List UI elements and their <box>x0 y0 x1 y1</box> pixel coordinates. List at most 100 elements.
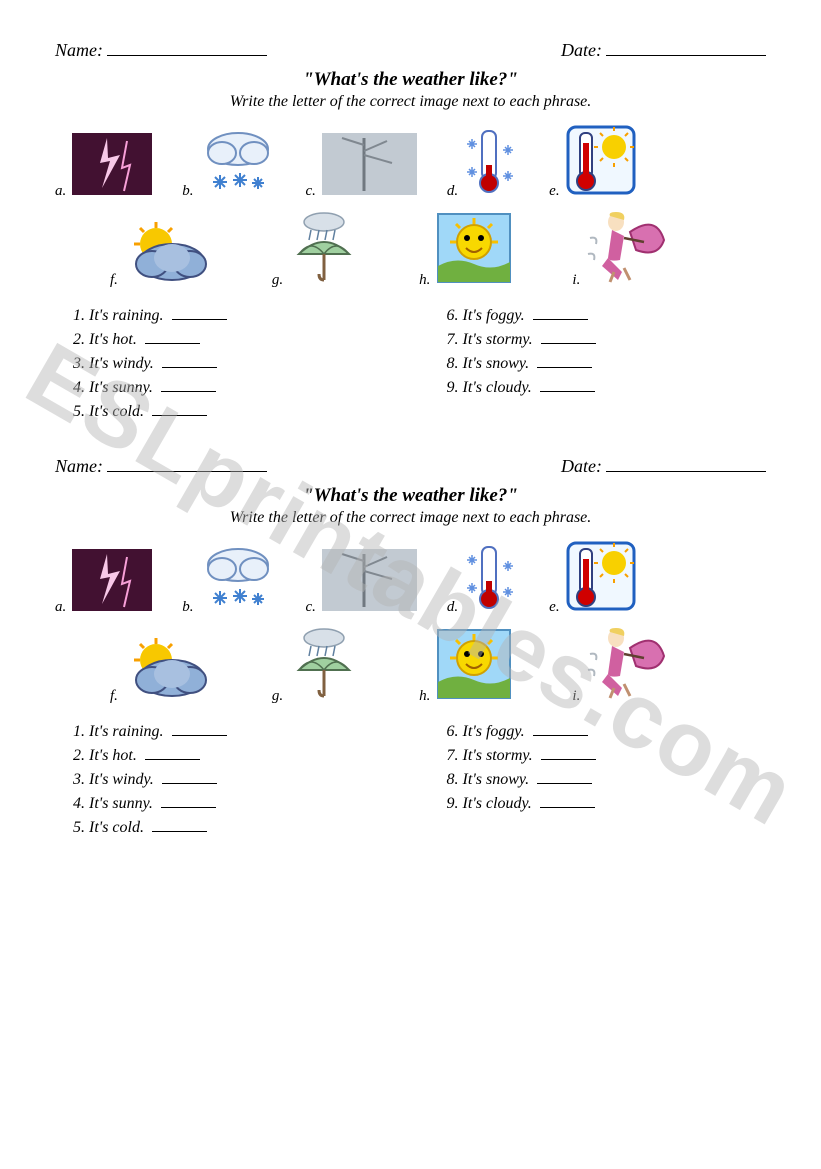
answer-blank[interactable] <box>172 735 227 736</box>
image-row-2: f. g. h. i. <box>55 626 766 705</box>
image-cell: a. <box>55 549 152 616</box>
name-blank[interactable] <box>107 471 267 472</box>
question-line: 4. It's sunny. <box>73 379 227 397</box>
questions: 1. It's raining. 2. It's hot. 3. It's wi… <box>55 307 766 421</box>
question-line: 8. It's snowy. <box>447 355 596 373</box>
image-cell: h. <box>419 212 512 289</box>
lightning-icon <box>72 549 152 611</box>
snow-icon <box>200 127 276 195</box>
image-cell: f. <box>110 634 212 705</box>
header-row: Name: Date: <box>55 456 766 477</box>
answer-blank[interactable] <box>145 759 200 760</box>
image-letter: a. <box>55 599 66 616</box>
image-cell: c. <box>306 549 417 616</box>
image-cell: i. <box>572 210 670 289</box>
image-letter: c. <box>306 599 316 616</box>
image-letter: e. <box>549 183 559 200</box>
question-line: 2. It's hot. <box>73 747 227 765</box>
image-cell: c. <box>306 133 417 200</box>
image-cell: h. <box>419 628 512 705</box>
question-line: 5. It's cold. <box>73 819 227 837</box>
name-field: Name: <box>55 40 267 61</box>
answer-blank[interactable] <box>537 783 592 784</box>
answer-blank[interactable] <box>162 367 217 368</box>
image-cell: d. <box>447 543 519 616</box>
image-row-1: a. b. c. d. e. <box>55 125 766 200</box>
name-blank[interactable] <box>107 55 267 56</box>
fog-icon <box>322 133 417 195</box>
hot-thermo-icon <box>566 541 636 611</box>
image-cell: e. <box>549 125 635 200</box>
question-line: 3. It's windy. <box>73 355 227 373</box>
image-letter: f. <box>110 272 118 289</box>
question-line: 8. It's snowy. <box>447 771 596 789</box>
date-blank[interactable] <box>606 471 766 472</box>
cloudy-icon <box>124 218 212 284</box>
snow-icon <box>200 543 276 611</box>
questions-left: 1. It's raining. 2. It's hot. 3. It's wi… <box>73 723 227 837</box>
rain-icon <box>289 628 359 700</box>
worksheet: Name: Date: "What's the weather like?" Wr… <box>55 40 766 421</box>
questions: 1. It's raining. 2. It's hot. 3. It's wi… <box>55 723 766 837</box>
image-letter: c. <box>306 183 316 200</box>
image-letter: d. <box>447 183 458 200</box>
question-line: 4. It's sunny. <box>73 795 227 813</box>
answer-blank[interactable] <box>541 343 596 344</box>
image-letter: b. <box>182 183 193 200</box>
image-letter: i. <box>572 272 580 289</box>
answer-blank[interactable] <box>152 415 207 416</box>
image-letter: g. <box>272 688 283 705</box>
cold-thermo-icon <box>464 543 519 611</box>
question-line: 6. It's foggy. <box>447 723 596 741</box>
answer-blank[interactable] <box>541 759 596 760</box>
answer-blank[interactable] <box>161 391 216 392</box>
image-cell: f. <box>110 218 212 289</box>
cloudy-icon <box>124 634 212 700</box>
worksheet: Name: Date: "What's the weather like?"Wr… <box>55 456 766 837</box>
question-line: 3. It's windy. <box>73 771 227 789</box>
image-cell: b. <box>182 543 275 616</box>
sunny-icon <box>436 628 512 700</box>
image-letter: a. <box>55 183 66 200</box>
windy-icon <box>586 626 670 700</box>
image-cell: a. <box>55 133 152 200</box>
image-cell: g. <box>272 212 359 289</box>
answer-blank[interactable] <box>145 343 200 344</box>
answer-blank[interactable] <box>540 391 595 392</box>
question-line: 7. It's stormy. <box>447 747 596 765</box>
fog-icon <box>322 549 417 611</box>
hot-thermo-icon <box>566 125 636 195</box>
answer-blank[interactable] <box>172 319 227 320</box>
instruction: Write the letter of the correct image ne… <box>55 93 766 111</box>
image-letter: e. <box>549 599 559 616</box>
questions-right: 6. It's foggy. 7. It's stormy. 8. It's s… <box>447 723 596 837</box>
image-letter: f. <box>110 688 118 705</box>
date-field: Date: <box>561 40 766 61</box>
answer-blank[interactable] <box>540 807 595 808</box>
date-field: Date: <box>561 456 766 477</box>
image-row-1: a. b. c. d. e. <box>55 541 766 616</box>
answer-blank[interactable] <box>161 807 216 808</box>
worksheet-title: "What's the weather like?" <box>55 485 766 507</box>
questions-right: 6. It's foggy. 7. It's stormy. 8. It's s… <box>447 307 596 421</box>
image-letter: b. <box>182 599 193 616</box>
image-letter: d. <box>447 599 458 616</box>
image-letter: g. <box>272 272 283 289</box>
answer-blank[interactable] <box>152 831 207 832</box>
question-line: 5. It's cold. <box>73 403 227 421</box>
date-blank[interactable] <box>606 55 766 56</box>
image-letter: i. <box>572 688 580 705</box>
image-cell: i. <box>572 626 670 705</box>
header-row: Name: Date: <box>55 40 766 61</box>
question-line: 2. It's hot. <box>73 331 227 349</box>
rain-icon <box>289 212 359 284</box>
worksheet-title: "What's the weather like?" <box>55 69 766 91</box>
question-line: 7. It's stormy. <box>447 331 596 349</box>
answer-blank[interactable] <box>537 367 592 368</box>
answer-blank[interactable] <box>162 783 217 784</box>
answer-blank[interactable] <box>533 319 588 320</box>
questions-left: 1. It's raining. 2. It's hot. 3. It's wi… <box>73 307 227 421</box>
question-line: 1. It's raining. <box>73 723 227 741</box>
question-line: 6. It's foggy. <box>447 307 596 325</box>
answer-blank[interactable] <box>533 735 588 736</box>
